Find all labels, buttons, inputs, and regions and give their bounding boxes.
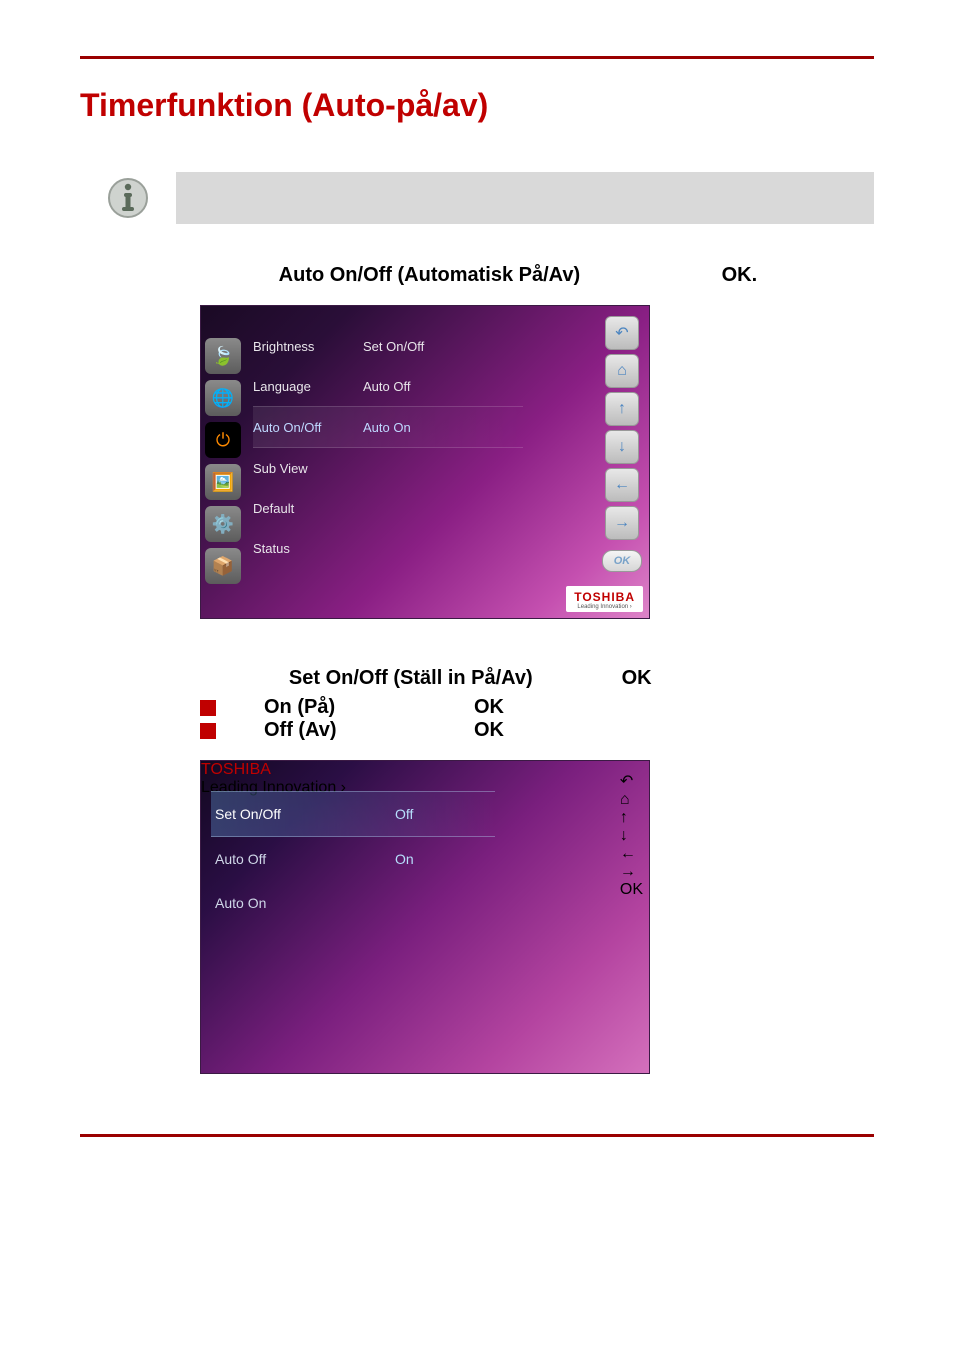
square-bullet-icon — [200, 700, 216, 716]
tv1-row: BrightnessSet On/Off — [253, 326, 523, 366]
top-rule — [80, 56, 874, 59]
tv-screenshot-2: Set On/OffOff Auto OffOn Auto On ↶ ⌂ ↑ ↓… — [200, 760, 650, 1074]
side-icon-picture: 🖼️ — [205, 464, 241, 500]
tv1-label: Sub View — [253, 461, 363, 476]
tv1-label: Status — [253, 541, 363, 556]
nav-back-icon: ↶ — [620, 771, 643, 791]
nav-home-icon: ⌂ — [605, 354, 639, 388]
tv1-row: LanguageAuto Off — [253, 366, 523, 406]
nav-left-icon: ← — [605, 468, 639, 502]
tv-screenshot-1: 🍃 🌐 ⏻ 🖼️ ⚙️ 📦 BrightnessSet On/Off Langu… — [200, 305, 650, 619]
tv1-row: Default — [253, 488, 523, 528]
nav-right-icon: → — [605, 506, 639, 540]
info-bar — [176, 172, 874, 224]
tv1-option: Auto Off — [363, 379, 503, 394]
bullet-on-ok: OK — [474, 696, 574, 719]
tv2-row-selected: Set On/OffOff — [211, 791, 495, 837]
bullet-off-label: Off (Av) — [264, 719, 474, 742]
tv1-menu-labels: BrightnessSet On/Off LanguageAuto Off Au… — [253, 326, 523, 568]
nav-home-icon: ⌂ — [620, 791, 643, 809]
nav-left-icon: ← — [620, 845, 643, 863]
tv2-menu-labels: Set On/OffOff Auto OffOn Auto On — [215, 791, 495, 925]
tv1-nav-buttons: ↶ ⌂ ↑ ↓ ← → OK — [601, 316, 643, 572]
tv1-side-icons: 🍃 🌐 ⏻ 🖼️ ⚙️ 📦 — [201, 336, 243, 590]
square-bullet-icon — [200, 723, 216, 739]
nav-down-icon: ↓ — [620, 827, 643, 845]
nav-back-icon: ↶ — [605, 316, 639, 350]
instruction-line-1: Auto On/Off (Automatisk På/Av) OK. — [200, 264, 820, 287]
instruction-set-onoff: Set On/Off (Ställ in På/Av) — [200, 667, 622, 690]
bottom-rule — [80, 1134, 874, 1137]
bullet-line: On (På) OK — [200, 696, 820, 719]
tv2-row: Auto OffOn — [215, 837, 495, 881]
side-icon-leaf: 🍃 — [205, 338, 241, 374]
side-icon-power: ⏻ — [205, 422, 241, 458]
tv1-option: Set On/Off — [363, 339, 503, 354]
tv2-label: Auto On — [215, 895, 395, 911]
brand-name: TOSHIBA — [201, 761, 649, 779]
page: Timerfunktion (Auto-på/av) Auto On/Off (… — [0, 56, 954, 1217]
side-icon-box: 📦 — [205, 548, 241, 584]
mid-text-block: Set On/Off (Ställ in På/Av) OK On (På) O… — [200, 667, 820, 742]
tv2-row: Auto On — [215, 881, 495, 925]
nav-ok-button: OK — [602, 550, 642, 572]
instruction-line-2: Set On/Off (Ställ in På/Av) OK — [200, 667, 820, 690]
instruction-ok: OK — [622, 667, 746, 690]
tv1-brand-badge: TOSHIBA Leading Innovation › — [566, 586, 643, 612]
page-title: Timerfunktion (Auto-på/av) — [80, 87, 874, 124]
content-block: Auto On/Off (Automatisk På/Av) OK. 🍃 🌐 ⏻… — [200, 264, 820, 1074]
tv1-row-selected: Auto On/OffAuto On — [253, 406, 523, 448]
brand-tagline: Leading Innovation › — [574, 604, 635, 610]
tv1-label: Auto On/Off — [253, 420, 363, 435]
side-icon-gear: ⚙️ — [205, 506, 241, 542]
tv1-row: Sub View — [253, 448, 523, 488]
tv2-label: Set On/Off — [215, 806, 395, 822]
side-icon-globe: 🌐 — [205, 380, 241, 416]
nav-up-icon: ↑ — [620, 809, 643, 827]
bullet-on-label: On (På) — [264, 696, 474, 719]
tv2-nav-buttons: ↶ ⌂ ↑ ↓ ← → OK — [620, 771, 643, 899]
instruction-ok: OK. — [659, 264, 820, 287]
info-row — [80, 172, 874, 224]
tv1-row: Status — [253, 528, 523, 568]
info-icon — [80, 172, 176, 224]
tv1-option: Auto On — [363, 420, 503, 435]
tv1-label: Language — [253, 379, 363, 394]
tv1-label: Brightness — [253, 339, 363, 354]
tv2-value: On — [395, 851, 495, 867]
tv2-label: Auto Off — [215, 851, 395, 867]
tv2-value: Off — [395, 806, 495, 822]
bullet-off-ok: OK — [474, 719, 574, 742]
nav-down-icon: ↓ — [605, 430, 639, 464]
instruction-auto-onoff: Auto On/Off (Automatisk På/Av) — [200, 264, 659, 287]
brand-name: TOSHIBA — [574, 590, 635, 604]
nav-up-icon: ↑ — [605, 392, 639, 426]
bullet-line: Off (Av) OK — [200, 719, 820, 742]
nav-ok-button: OK — [620, 881, 643, 899]
nav-right-icon: → — [620, 863, 643, 881]
tv1-label: Default — [253, 501, 363, 516]
